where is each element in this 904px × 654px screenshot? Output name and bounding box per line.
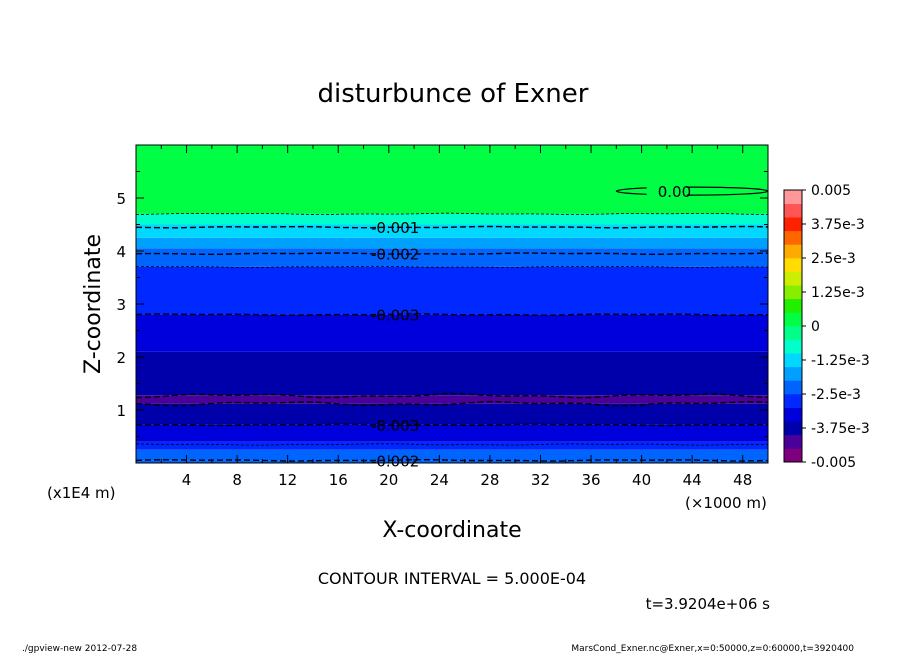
x-axis-label: X-coordinate	[382, 518, 521, 543]
contour-line-7	[135, 252, 769, 255]
contour-line-9	[135, 212, 768, 215]
colorbar-swatch-0	[784, 448, 802, 463]
colorbar-tick-label: 1.25e-3	[811, 285, 865, 301]
band-10	[136, 237, 768, 249]
time-stamp: t=3.9204e+06 s	[646, 595, 771, 613]
contour-label-0: -0.002	[371, 452, 419, 470]
band-7	[136, 314, 768, 352]
band-13	[136, 145, 768, 214]
colorbar-swatch-14	[784, 258, 802, 272]
contour-line-6	[135, 265, 768, 269]
x-tick-label: 24	[430, 471, 449, 489]
colorbar-tick-label: 0.005	[811, 183, 851, 199]
contour-line-8	[135, 225, 769, 229]
x-tick-label: 20	[379, 471, 398, 489]
contour-label-2: -0.003	[371, 417, 419, 435]
zero-label-bg	[646, 184, 687, 199]
filled-contour-bands	[136, 145, 768, 463]
contour-line-3	[135, 400, 769, 407]
contour-interval: CONTOUR INTERVAL = 5.000E-04	[318, 569, 586, 588]
contour-line-2	[136, 423, 769, 427]
colorbar-swatch-15	[784, 244, 802, 259]
band-8	[136, 266, 768, 315]
colorbar-swatch-9	[784, 326, 802, 340]
band-4	[136, 403, 768, 425]
band-0	[136, 460, 768, 463]
colorbar-swatch-12	[784, 285, 802, 300]
colorbar-swatch-4	[784, 394, 802, 408]
x-tick-label: 36	[581, 471, 600, 489]
y-tick-label: 5	[116, 190, 126, 208]
contour-line-5	[135, 313, 769, 317]
footer-left: ./gpview-new 2012-07-28	[22, 644, 137, 654]
y-tick-label: 3	[116, 296, 126, 314]
colorbar: 0.005 3.75e-3 2.5e-3 1.25e-3 0 -1.25e-3 -2.5e-…	[783, 183, 870, 471]
x-tick-label: 16	[329, 471, 348, 489]
band-11	[136, 224, 768, 238]
footer-right: MarsCond_Exner.nc@Exner,x=0:50000,z=0:60…	[571, 644, 854, 654]
band-1	[136, 449, 768, 461]
band-9	[136, 248, 768, 267]
colorbar-swatch-17	[784, 217, 802, 232]
x-tick-label: 4	[182, 471, 192, 489]
x-tick-label: 32	[531, 471, 550, 489]
x-tick-label: 40	[632, 471, 651, 489]
x-unit-label: (×1000 m)	[685, 494, 767, 512]
x-axis-ticks: 4 8 12 16 20 24 28 32 36 40 44 48	[160, 145, 752, 489]
band-3	[136, 424, 768, 442]
colorbar-tick-label: -1.25e-3	[811, 353, 870, 369]
contour-label-7: -0.002	[371, 246, 419, 264]
x-tick-label: 8	[232, 471, 242, 489]
y-tick-label: 2	[116, 349, 126, 367]
colorbar-swatch-5	[784, 380, 802, 395]
contour-line-4	[136, 392, 769, 399]
x-tick-label: 44	[683, 471, 702, 489]
band-2	[136, 441, 768, 450]
y-axis-ticks: 1 2 3 4 5	[116, 171, 768, 437]
colorbar-swatch-10	[784, 312, 802, 327]
colorbar-swatch-16	[784, 230, 802, 245]
y-tick-label: 1	[116, 402, 126, 420]
x-tick-label: 12	[278, 471, 297, 489]
band-6	[136, 351, 768, 396]
colorbar-swatch-19	[784, 190, 802, 204]
colorbar-tick-label: 0	[811, 319, 820, 335]
colorbar-tick-label: -3.75e-3	[811, 421, 870, 437]
colorbar-swatch-13	[784, 271, 802, 286]
contour-lines	[135, 186, 769, 462]
colorbar-swatch-18	[784, 203, 802, 218]
contour-label-5: -0.003	[371, 307, 419, 325]
y-tick-label: 4	[116, 243, 126, 261]
contour-labels: -0.002 -0.003 -0.003 -0.002 -0.001 0.00	[371, 183, 691, 470]
y-unit-label: (x1E4 m)	[47, 484, 116, 502]
band-5	[136, 395, 768, 404]
y-axis-label: Z-coordinate	[81, 234, 106, 374]
band-12	[136, 213, 768, 225]
x-tick-label: 48	[733, 471, 752, 489]
colorbar-swatch-8	[784, 339, 802, 354]
chart-title: disturbunce of Exner	[318, 79, 589, 109]
colorbar-tick-label: -2.5e-3	[811, 387, 861, 403]
zero-contour-label: 0.00	[658, 183, 691, 201]
colorbar-swatch-11	[784, 298, 802, 313]
colorbar-swatch-7	[784, 353, 802, 368]
colorbar-tick-label: 3.75e-3	[811, 217, 865, 233]
colorbar-swatch-6	[784, 366, 802, 381]
colorbar-swatch-2	[784, 421, 802, 436]
colorbar-tick-label: 2.5e-3	[811, 251, 856, 267]
contour-label-8: -0.001	[371, 219, 419, 237]
x-tick-label: 28	[480, 471, 499, 489]
colorbar-swatch-3	[784, 407, 802, 422]
colorbar-tick-label: -0.005	[811, 455, 856, 471]
colorbar-swatch-1	[784, 434, 802, 449]
contour-line-0	[135, 459, 769, 462]
contour-line-1	[135, 443, 769, 446]
